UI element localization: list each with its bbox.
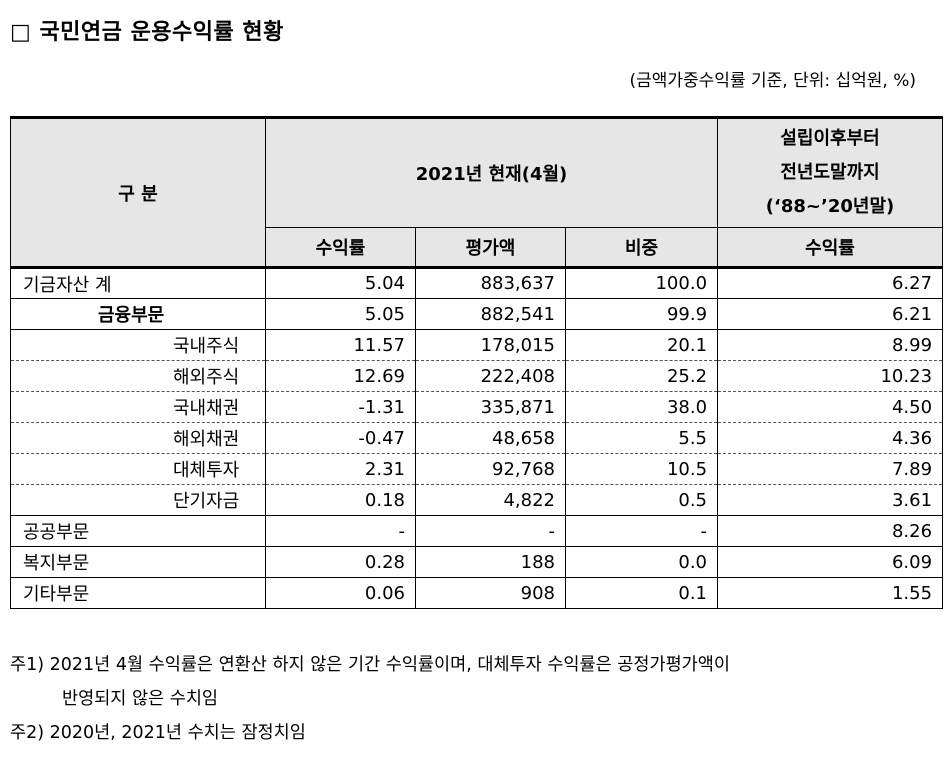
row-return: 0.28 <box>265 546 416 578</box>
row-hist: 4.50 <box>717 391 944 423</box>
row-value: 883,637 <box>415 267 566 299</box>
row-label: 기타부문 <box>10 577 266 609</box>
header-since-inception-line1: 설립이후부터 <box>780 128 880 149</box>
row-return: - <box>265 515 416 547</box>
row-weight: 38.0 <box>564 391 719 423</box>
row-weight: 0.0 <box>564 546 719 578</box>
header-col-value: 평가액 <box>415 227 566 269</box>
row-weight: 5.5 <box>564 422 719 454</box>
row-hist: 3.61 <box>717 484 944 516</box>
row-weight: 10.5 <box>564 453 719 485</box>
row-weight: 99.9 <box>564 298 719 330</box>
footnote-2: 주2) 2020년, 2021년 수치는 잠정치임 <box>10 723 306 743</box>
row-return: 0.18 <box>265 484 416 516</box>
row-hist: 6.09 <box>717 546 944 578</box>
unit-note: (금액가중수익률 기준, 단위: 십억원, %) <box>629 71 916 91</box>
row-value: 188 <box>415 546 566 578</box>
row-return: -1.31 <box>265 391 416 423</box>
table-row: 해외채권 -0.47 48,658 5.5 4.36 <box>10 422 944 454</box>
row-value: 48,658 <box>415 422 566 454</box>
table-row: 공공부문 - - - 8.26 <box>10 515 944 547</box>
row-value: 178,015 <box>415 329 566 361</box>
page-title: □ 국민연금 운용수익률 현황 <box>10 20 284 45</box>
row-return: 5.04 <box>265 267 416 299</box>
table-row: 기타부문 0.06 908 0.1 1.55 <box>10 577 944 609</box>
row-hist: 10.23 <box>717 360 944 392</box>
header-since-inception: 설립이후부터 전년도말까지 (‘88~’20년말) <box>717 116 944 228</box>
header-col-return: 수익률 <box>265 227 416 269</box>
row-value: 4,822 <box>415 484 566 516</box>
row-return: 0.06 <box>265 577 416 609</box>
row-value: 908 <box>415 577 566 609</box>
header-category: 구 분 <box>10 116 266 269</box>
header-col-weight: 비중 <box>564 227 719 269</box>
row-return: 11.57 <box>265 329 416 361</box>
table-row: 단기자금 0.18 4,822 0.5 3.61 <box>10 484 944 516</box>
table-row: 국내채권 -1.31 335,871 38.0 4.50 <box>10 391 944 423</box>
row-return: 12.69 <box>265 360 416 392</box>
row-value: 92,768 <box>415 453 566 485</box>
row-label: 금융부문 <box>10 298 266 330</box>
row-label: 복지부문 <box>10 546 266 578</box>
table-row: 금융부문 5.05 882,541 99.9 6.21 <box>10 298 944 330</box>
header-col-return-hist: 수익률 <box>717 227 944 269</box>
row-hist: 4.36 <box>717 422 944 454</box>
row-label: 단기자금 <box>10 484 266 516</box>
footnote-1-continuation: 반영되지 않은 수치임 <box>62 689 219 709</box>
row-label: 공공부문 <box>10 515 266 547</box>
header-since-inception-line2: 전년도말까지 <box>780 162 880 183</box>
row-label: 해외채권 <box>10 422 266 454</box>
row-label: 국내채권 <box>10 391 266 423</box>
table-row: 해외주식 12.69 222,408 25.2 10.23 <box>10 360 944 392</box>
row-weight: 25.2 <box>564 360 719 392</box>
row-value: 222,408 <box>415 360 566 392</box>
table-row: 국내주식 11.57 178,015 20.1 8.99 <box>10 329 944 361</box>
row-value: 335,871 <box>415 391 566 423</box>
table-row: 복지부문 0.28 188 0.0 6.09 <box>10 546 944 578</box>
header-current-period: 2021년 현재(4월) <box>264 116 719 228</box>
row-value: - <box>415 515 566 547</box>
row-weight: 0.5 <box>564 484 719 516</box>
table-row: 기금자산 계 5.04 883,637 100.0 6.27 <box>10 267 944 299</box>
row-weight: 0.1 <box>564 577 719 609</box>
footnotes: 주1) 2021년 4월 수익률은 연환산 하지 않은 기간 수익률이며, 대체… <box>10 648 730 750</box>
row-return: 2.31 <box>265 453 416 485</box>
row-weight: - <box>564 515 719 547</box>
row-label: 기금자산 계 <box>10 267 266 299</box>
row-label: 국내주식 <box>10 329 266 361</box>
row-hist: 6.27 <box>717 267 944 299</box>
row-return: -0.47 <box>265 422 416 454</box>
footnote-1: 주1) 2021년 4월 수익률은 연환산 하지 않은 기간 수익률이며, 대체… <box>10 655 730 675</box>
row-hist: 7.89 <box>717 453 944 485</box>
returns-table: 구 분 2021년 현재(4월) 설립이후부터 전년도말까지 (‘88~’20년… <box>10 116 944 609</box>
row-value: 882,541 <box>415 298 566 330</box>
row-label: 대체투자 <box>10 453 266 485</box>
row-hist: 8.26 <box>717 515 944 547</box>
row-weight: 100.0 <box>564 267 719 299</box>
row-hist: 1.55 <box>717 577 944 609</box>
row-hist: 8.99 <box>717 329 944 361</box>
row-weight: 20.1 <box>564 329 719 361</box>
row-hist: 6.21 <box>717 298 944 330</box>
table-row: 대체투자 2.31 92,768 10.5 7.89 <box>10 453 944 485</box>
row-label: 해외주식 <box>10 360 266 392</box>
header-since-inception-line3: (‘88~’20년말) <box>765 196 895 217</box>
row-return: 5.05 <box>265 298 416 330</box>
